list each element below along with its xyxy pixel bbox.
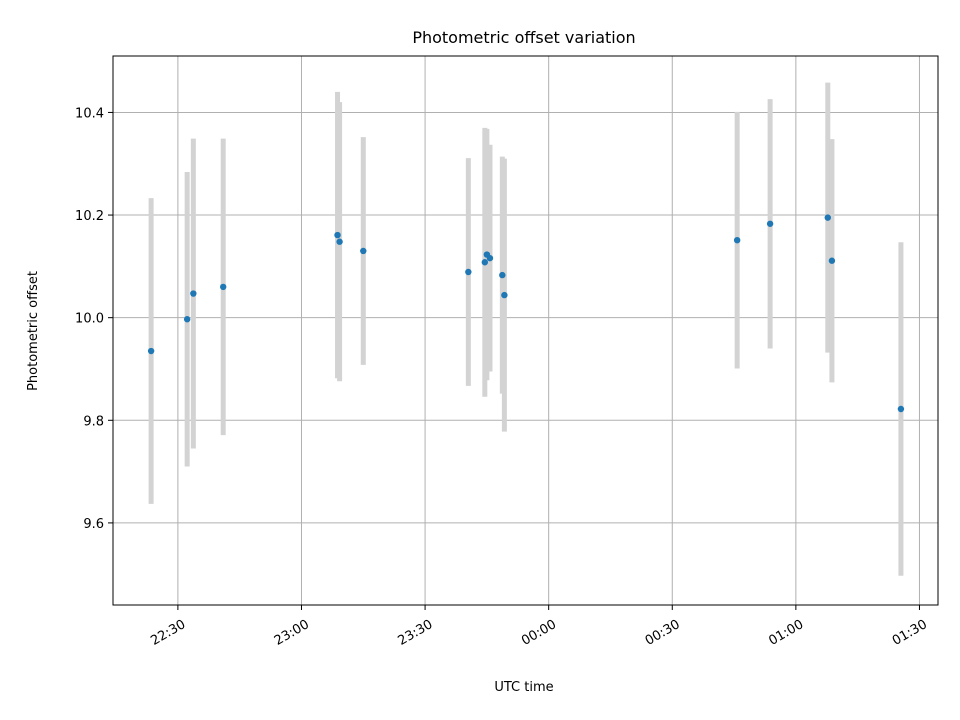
data-point — [766, 220, 774, 227]
y-tick-label: 10.2 — [75, 209, 104, 224]
data-point — [360, 247, 367, 255]
grid-lines — [113, 56, 938, 605]
x-tick-label: 00:00 — [519, 617, 559, 649]
x-axis-label: UTC time — [494, 680, 553, 695]
chart-title: Photometric offset variation — [412, 28, 635, 47]
data-point — [190, 290, 197, 297]
data-point — [828, 257, 836, 264]
data-point — [220, 283, 227, 291]
x-tick-label: 23:00 — [272, 617, 312, 649]
plot-frame — [112, 55, 939, 606]
y-axis: 9.6 9.8 10.0 10.2 10.4 — [75, 106, 113, 532]
x-axis: 22:30 23:00 23:30 00:00 00:30 01:00 01:30 — [148, 605, 930, 649]
data-point — [183, 316, 191, 323]
data-point — [824, 214, 831, 221]
data-point — [733, 236, 741, 244]
data-marks — [147, 82, 905, 576]
y-tick-label: 10.0 — [75, 312, 104, 327]
data-point — [336, 238, 343, 245]
data-point — [501, 291, 508, 299]
x-tick-label: 01:00 — [766, 617, 806, 649]
y-tick-label: 9.6 — [83, 517, 104, 532]
data-point — [486, 254, 494, 262]
data-point — [147, 347, 155, 355]
data-point — [465, 268, 472, 276]
x-tick-label: 23:30 — [396, 617, 436, 649]
x-tick-label: 22:30 — [148, 617, 188, 649]
y-tick-label: 10.4 — [75, 106, 104, 121]
y-tick-label: 9.8 — [83, 414, 104, 429]
data-point — [499, 271, 506, 279]
data-point — [334, 231, 341, 239]
data-point — [481, 259, 489, 266]
x-tick-label: 01:30 — [890, 617, 930, 649]
data-point — [897, 405, 905, 413]
y-axis-label: Photometric offset — [26, 271, 41, 391]
x-tick-label: 00:30 — [643, 617, 683, 649]
